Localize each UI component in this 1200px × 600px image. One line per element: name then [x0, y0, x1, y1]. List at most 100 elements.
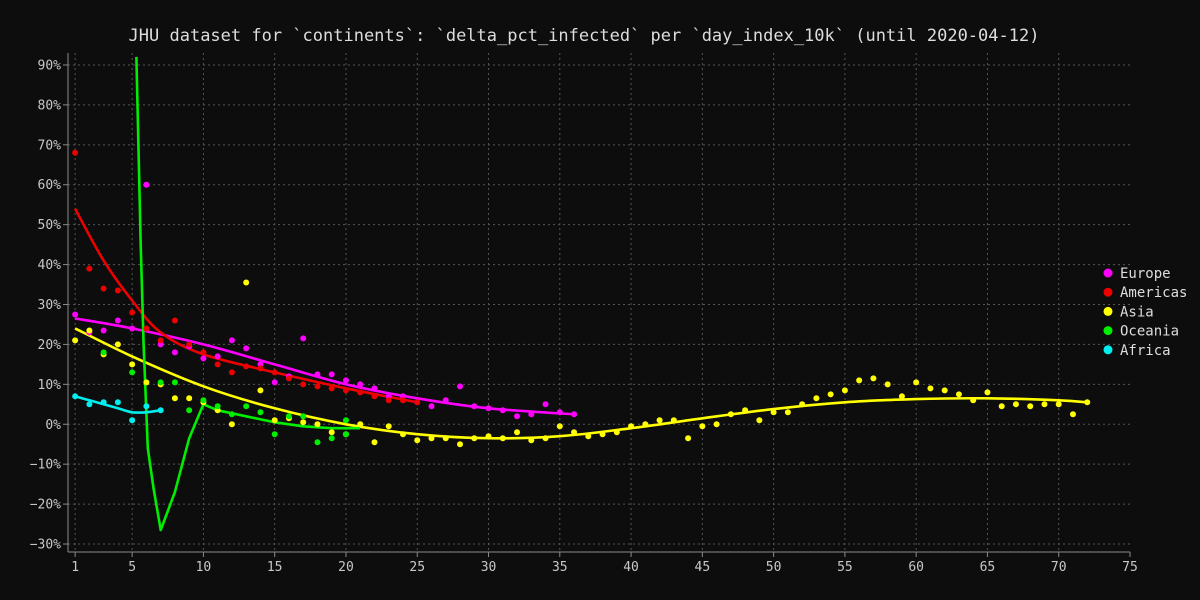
- oceania-point: [228, 411, 235, 418]
- oceania-point: [314, 439, 321, 446]
- europe-point: [357, 381, 364, 388]
- americas-point: [243, 363, 250, 370]
- africa-trend-line: [74, 395, 161, 414]
- europe-point: [114, 317, 121, 324]
- asia-point: [1055, 401, 1062, 408]
- y-tick-label: 0%: [45, 418, 61, 433]
- africa-point: [86, 401, 93, 408]
- oceania-trend-line: [135, 56, 361, 532]
- americas-point: [300, 381, 307, 388]
- asia-trend-line: [74, 327, 1088, 440]
- asia-point: [870, 375, 877, 382]
- asia-point: [898, 393, 905, 400]
- asia-point: [86, 327, 93, 334]
- asia-point: [243, 279, 250, 286]
- chart-title: JHU dataset for `continents`: `delta_pct…: [129, 26, 1040, 46]
- europe-point: [342, 377, 349, 384]
- americas-point: [357, 389, 364, 396]
- asia-point: [72, 337, 79, 344]
- americas-point: [285, 375, 292, 382]
- asia-point: [941, 387, 948, 394]
- asia-point: [970, 397, 977, 404]
- asia-point: [1041, 401, 1048, 408]
- asia-point: [1027, 403, 1034, 410]
- oceania-point: [342, 417, 349, 424]
- asia-point: [357, 421, 364, 428]
- asia-point: [670, 417, 677, 424]
- x-tick-label: 10: [196, 560, 212, 575]
- y-tick-label: −20%: [30, 498, 61, 513]
- asia-point: [385, 423, 392, 430]
- americas-point: [414, 399, 421, 406]
- oceania-point: [214, 403, 221, 410]
- asia-point: [913, 379, 920, 386]
- y-tick-label: 40%: [38, 258, 62, 273]
- x-tick-label: 75: [1122, 560, 1138, 575]
- asia-point: [799, 401, 806, 408]
- asia-point: [300, 419, 307, 426]
- europe-point: [200, 355, 207, 362]
- asia-point: [114, 341, 121, 348]
- y-tick-label: −10%: [30, 458, 61, 473]
- europe-point: [371, 385, 378, 392]
- europe-point: [457, 383, 464, 390]
- x-tick-label: 5: [128, 560, 136, 575]
- americas-point: [214, 361, 221, 368]
- americas-point: [271, 369, 278, 376]
- asia-point: [1084, 399, 1091, 406]
- asia-point: [143, 379, 150, 386]
- asia-point: [841, 387, 848, 394]
- asia-point: [813, 395, 820, 402]
- asia-point: [257, 387, 264, 394]
- americas-point: [200, 349, 207, 356]
- y-tick-label: 50%: [38, 218, 62, 233]
- americas-point: [257, 365, 264, 372]
- x-tick-label: 60: [908, 560, 924, 575]
- europe-point: [100, 327, 107, 334]
- americas-point: [86, 265, 93, 272]
- asia-point: [699, 423, 706, 430]
- americas-point: [129, 309, 136, 316]
- asia-point: [613, 429, 620, 436]
- americas-point: [342, 387, 349, 394]
- asia-point: [856, 377, 863, 384]
- y-tick-label: 90%: [38, 58, 62, 73]
- asia-point: [984, 389, 991, 396]
- oceania-point: [342, 431, 349, 438]
- x-tick-label: 35: [552, 560, 568, 575]
- asia-point: [884, 381, 891, 388]
- americas-point: [72, 149, 79, 156]
- legend-marker-oceania: [1103, 326, 1113, 336]
- asia-point: [442, 435, 449, 442]
- asia-point: [314, 421, 321, 428]
- oceania-point: [271, 431, 278, 438]
- africa-point: [100, 399, 107, 406]
- y-tick-label: 70%: [38, 138, 62, 153]
- x-tick-label: 25: [409, 560, 425, 575]
- oceania-point: [171, 379, 178, 386]
- oceania-point: [100, 349, 107, 356]
- asia-point: [556, 423, 563, 430]
- europe-point: [129, 325, 136, 332]
- asia-point: [171, 395, 178, 402]
- europe-point: [514, 413, 521, 420]
- asia-point: [955, 391, 962, 398]
- asia-point: [485, 433, 492, 440]
- legend-label-oceania: Oceania: [1120, 324, 1179, 340]
- asia-point: [371, 439, 378, 446]
- americas-point: [385, 397, 392, 404]
- africa-point: [143, 403, 150, 410]
- asia-point: [628, 423, 635, 430]
- oceania-point: [243, 403, 250, 410]
- americas-trend-line: [73, 208, 418, 404]
- asia-point: [756, 417, 763, 424]
- americas-point: [399, 397, 406, 404]
- asia-point: [514, 429, 521, 436]
- asia-point: [571, 429, 578, 436]
- europe-point: [171, 349, 178, 356]
- europe-point: [72, 311, 79, 318]
- axes: 1 5 10 15 20 25 30 35 40 45 50 55 60 65 70 75−30%−20%−1…: [30, 53, 1138, 575]
- y-tick-label: 80%: [38, 98, 62, 113]
- europe-point: [485, 405, 492, 412]
